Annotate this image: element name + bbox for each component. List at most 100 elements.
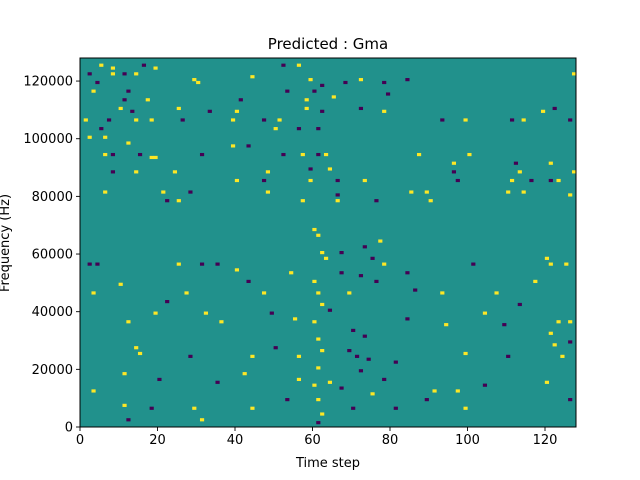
x-tick-label: 120 — [533, 433, 558, 448]
heatmap-cell — [134, 346, 139, 350]
heatmap-cell — [122, 372, 127, 376]
heatmap-cell — [320, 251, 325, 255]
heatmap-cell — [308, 178, 313, 183]
heatmap-cell — [110, 152, 116, 157]
heatmap-cell — [118, 282, 123, 286]
heatmap-cell — [316, 421, 321, 425]
heatmap-cell — [269, 311, 274, 315]
heatmap-cell — [316, 398, 321, 402]
heatmap-cell — [362, 245, 367, 249]
chart-title: Predicted : Gma — [268, 35, 388, 53]
heatmap-cell — [440, 118, 445, 122]
heatmap-cell — [122, 98, 127, 102]
heatmap-cell — [184, 291, 189, 295]
heatmap-cell — [358, 274, 364, 278]
heatmap-cell — [428, 199, 433, 203]
heatmap-cell — [451, 161, 457, 165]
heatmap-cell — [362, 178, 367, 183]
heatmap-cell — [382, 109, 387, 113]
heatmap-cell — [153, 311, 158, 315]
heatmap-cell — [103, 190, 108, 194]
y-tick-label: 20000 — [32, 363, 73, 378]
heatmap-cell — [548, 178, 553, 183]
heatmap-cell — [323, 256, 329, 260]
heatmap-cell — [540, 109, 546, 113]
heatmap-cell — [296, 354, 302, 358]
heatmap-cell — [320, 412, 325, 416]
heatmap-cell — [137, 152, 143, 157]
heatmap-cell — [296, 377, 302, 382]
heatmap-cell — [153, 66, 158, 70]
heatmap-cell — [312, 89, 317, 93]
heatmap-cell — [110, 72, 116, 76]
heatmap-cell — [273, 346, 278, 350]
heatmap-cell — [165, 199, 170, 203]
heatmap-cell — [564, 262, 569, 266]
heatmap-cell — [335, 193, 340, 197]
heatmap-cell — [455, 178, 460, 183]
heatmap-cell — [358, 106, 364, 111]
heatmap-cell — [296, 127, 302, 131]
heatmap-cell — [467, 152, 472, 157]
heatmap-cell — [312, 227, 317, 232]
heatmap-cell — [103, 152, 108, 157]
heatmap-cell — [91, 291, 96, 295]
heatmap-cell — [91, 89, 96, 93]
heatmap-cell — [281, 152, 286, 157]
heatmap-cell — [199, 262, 205, 266]
heatmap-cell — [335, 178, 340, 183]
heatmap-cell — [382, 377, 387, 382]
heatmap-cell — [335, 199, 340, 203]
heatmap-cell — [110, 66, 116, 70]
heatmap-cell — [548, 161, 553, 165]
heatmap-cell — [320, 83, 325, 87]
heatmap-cell — [130, 109, 135, 113]
heatmap-cell — [362, 334, 367, 338]
heatmap-cell — [509, 118, 515, 122]
heatmap-cell — [250, 406, 255, 410]
heatmap-cell — [161, 190, 166, 194]
heatmap-cell — [285, 89, 290, 93]
heatmap-cell — [374, 199, 379, 203]
heatmap-cell — [339, 251, 344, 255]
heatmap-cell — [134, 72, 139, 76]
heatmap-cell — [323, 152, 329, 157]
y-tick-label: 80000 — [32, 190, 73, 205]
heatmap-cell — [409, 190, 414, 194]
heatmap-cell — [304, 98, 309, 102]
heatmap-cell — [331, 95, 336, 99]
heatmap-cell — [405, 271, 410, 275]
heatmap-cell — [118, 106, 123, 111]
heatmap-cell — [529, 178, 534, 183]
heatmap-cell — [261, 291, 267, 295]
heatmap-cell — [548, 331, 553, 335]
y-tick-label: 0 — [65, 421, 73, 436]
heatmap-cell — [176, 106, 181, 111]
x-tick-label: 60 — [304, 433, 321, 448]
heatmap-cell — [83, 118, 88, 122]
heatmap-cell — [382, 80, 387, 85]
heatmap-cell — [482, 383, 488, 387]
heatmap-cell — [347, 349, 352, 353]
heatmap-cell — [219, 320, 224, 324]
heatmap-cell — [172, 170, 178, 174]
heatmap-cell — [517, 302, 522, 307]
heatmap-cell — [207, 109, 212, 113]
heatmap-cell — [405, 78, 410, 82]
heatmap-cell — [316, 291, 321, 295]
y-tick-label: 60000 — [32, 248, 73, 263]
y-axis-label: Frequency (Hz) — [0, 194, 13, 292]
heatmap-cell — [416, 152, 422, 157]
heatmap-cell — [95, 262, 100, 266]
x-tick-label: 0 — [76, 433, 84, 448]
heatmap-cell — [176, 262, 181, 266]
heatmap-cell — [370, 256, 375, 260]
heatmap-cell — [366, 357, 371, 361]
heatmap-cell — [234, 268, 240, 272]
heatmap-cell — [261, 118, 267, 122]
heatmap-cell — [99, 127, 104, 131]
heatmap-cell — [149, 406, 154, 410]
heatmap-cell — [568, 398, 573, 402]
heatmap-cell — [494, 291, 499, 295]
